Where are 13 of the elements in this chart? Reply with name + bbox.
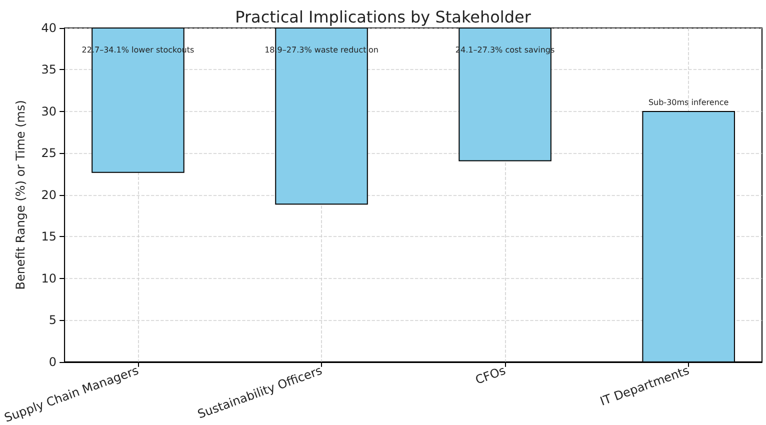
y-tick-label: 25 xyxy=(41,146,57,160)
y-tick-label: 35 xyxy=(41,62,57,77)
y-tick-label: 0 xyxy=(48,354,57,369)
y-tick-label: 10 xyxy=(41,271,57,286)
y-tick-label: 5 xyxy=(48,313,57,328)
annotation: Sub-30ms inference xyxy=(648,98,729,107)
y-tick-label: 15 xyxy=(41,230,57,244)
y-tick-label: 20 xyxy=(41,188,57,202)
chart-title: Practical Implications by Stakeholder xyxy=(235,8,532,26)
y-tick-label: 40 xyxy=(41,21,57,35)
x-tick-label: CFOs xyxy=(474,363,508,388)
y-tick-label: 30 xyxy=(41,104,57,118)
y-axis-title: Benefit Range (%) or Time (ms) xyxy=(14,100,28,290)
